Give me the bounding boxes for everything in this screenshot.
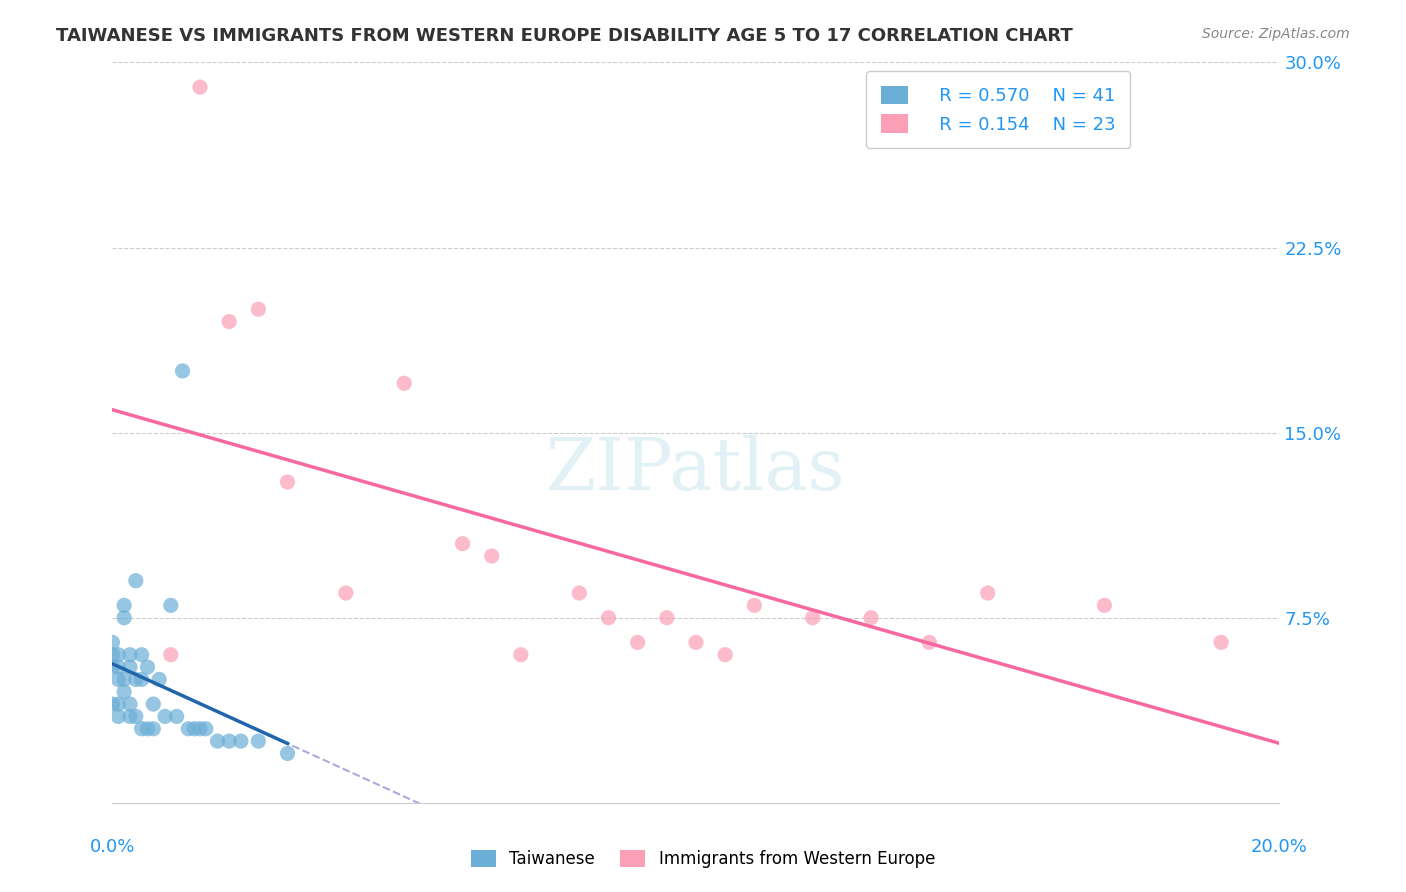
Point	[136, 660, 159, 674]
Point	[107, 673, 129, 687]
Point	[859, 611, 883, 625]
Point	[976, 586, 998, 600]
Point	[107, 660, 129, 674]
Point	[218, 315, 240, 329]
Point	[118, 697, 141, 711]
Point	[166, 709, 188, 723]
Point	[160, 648, 183, 662]
Point	[142, 697, 165, 711]
Point	[183, 722, 205, 736]
Point	[125, 574, 148, 588]
Text: 20.0%: 20.0%	[1251, 838, 1308, 855]
Point	[112, 599, 135, 613]
Text: 0.0%: 0.0%	[90, 838, 135, 855]
Legend:    R = 0.570    N = 41,    R = 0.154    N = 23: R = 0.570 N = 41, R = 0.154 N = 23	[866, 71, 1130, 148]
Point	[131, 722, 153, 736]
Point	[101, 635, 124, 649]
Legend: Taiwanese, Immigrants from Western Europe: Taiwanese, Immigrants from Western Europ…	[464, 843, 942, 875]
Point	[125, 709, 148, 723]
Point	[131, 673, 153, 687]
Point	[335, 586, 357, 600]
Point	[107, 709, 129, 723]
Point	[107, 648, 129, 662]
Point	[172, 364, 194, 378]
Point	[125, 673, 148, 687]
Point	[148, 673, 170, 687]
Point	[1092, 599, 1115, 613]
Point	[1209, 635, 1232, 649]
Point	[142, 722, 165, 736]
Point	[918, 635, 941, 649]
Point	[107, 697, 129, 711]
Point	[188, 722, 211, 736]
Point	[207, 734, 229, 748]
Point	[177, 722, 200, 736]
Point	[568, 586, 591, 600]
Point	[451, 537, 474, 551]
Point	[112, 685, 135, 699]
Point	[153, 709, 176, 723]
Point	[112, 673, 135, 687]
Point	[626, 635, 648, 649]
Point	[276, 747, 298, 761]
Point	[392, 376, 416, 391]
Point	[229, 734, 252, 748]
Point	[118, 648, 141, 662]
Point	[188, 80, 211, 95]
Point	[247, 734, 270, 748]
Point	[598, 611, 620, 625]
Point	[101, 660, 124, 674]
Point	[101, 697, 124, 711]
Point	[801, 611, 824, 625]
Point	[112, 611, 135, 625]
Point	[118, 709, 141, 723]
Point	[160, 599, 183, 613]
Point	[131, 648, 153, 662]
Text: TAIWANESE VS IMMIGRANTS FROM WESTERN EUROPE DISABILITY AGE 5 TO 17 CORRELATION C: TAIWANESE VS IMMIGRANTS FROM WESTERN EUR…	[56, 27, 1073, 45]
Point	[742, 599, 765, 613]
Point	[118, 660, 141, 674]
Text: Source: ZipAtlas.com: Source: ZipAtlas.com	[1202, 27, 1350, 41]
Point	[101, 648, 124, 662]
Text: ZIPatlas: ZIPatlas	[546, 434, 846, 505]
Point	[276, 475, 298, 489]
Point	[247, 302, 270, 317]
Point	[481, 549, 503, 563]
Point	[218, 734, 240, 748]
Point	[655, 611, 678, 625]
Point	[509, 648, 531, 662]
Point	[194, 722, 217, 736]
Point	[685, 635, 707, 649]
Point	[714, 648, 737, 662]
Point	[136, 722, 159, 736]
